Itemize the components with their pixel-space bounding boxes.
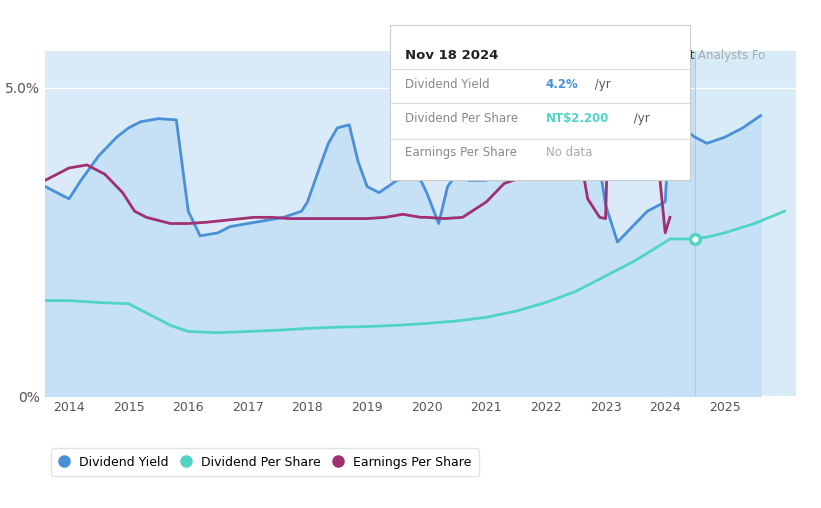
Text: /yr: /yr [630, 112, 649, 125]
Legend: Dividend Yield, Dividend Per Share, Earnings Per Share: Dividend Yield, Dividend Per Share, Earn… [52, 449, 479, 477]
Text: /yr: /yr [591, 78, 611, 91]
Text: No data: No data [546, 146, 592, 159]
Text: Nov 18 2024: Nov 18 2024 [405, 49, 498, 61]
Text: 4.2%: 4.2% [546, 78, 579, 91]
Bar [670, 51, 695, 396]
Text: Dividend Per Share: Dividend Per Share [405, 112, 518, 125]
Text: Earnings Per Share: Earnings Per Share [405, 146, 517, 159]
Text: Analysts Fo: Analysts Fo [698, 49, 765, 62]
Text: Past: Past [671, 49, 695, 62]
Text: Dividend Yield: Dividend Yield [405, 78, 489, 91]
Bar [695, 51, 796, 396]
Text: NT$2.200: NT$2.200 [546, 112, 609, 125]
